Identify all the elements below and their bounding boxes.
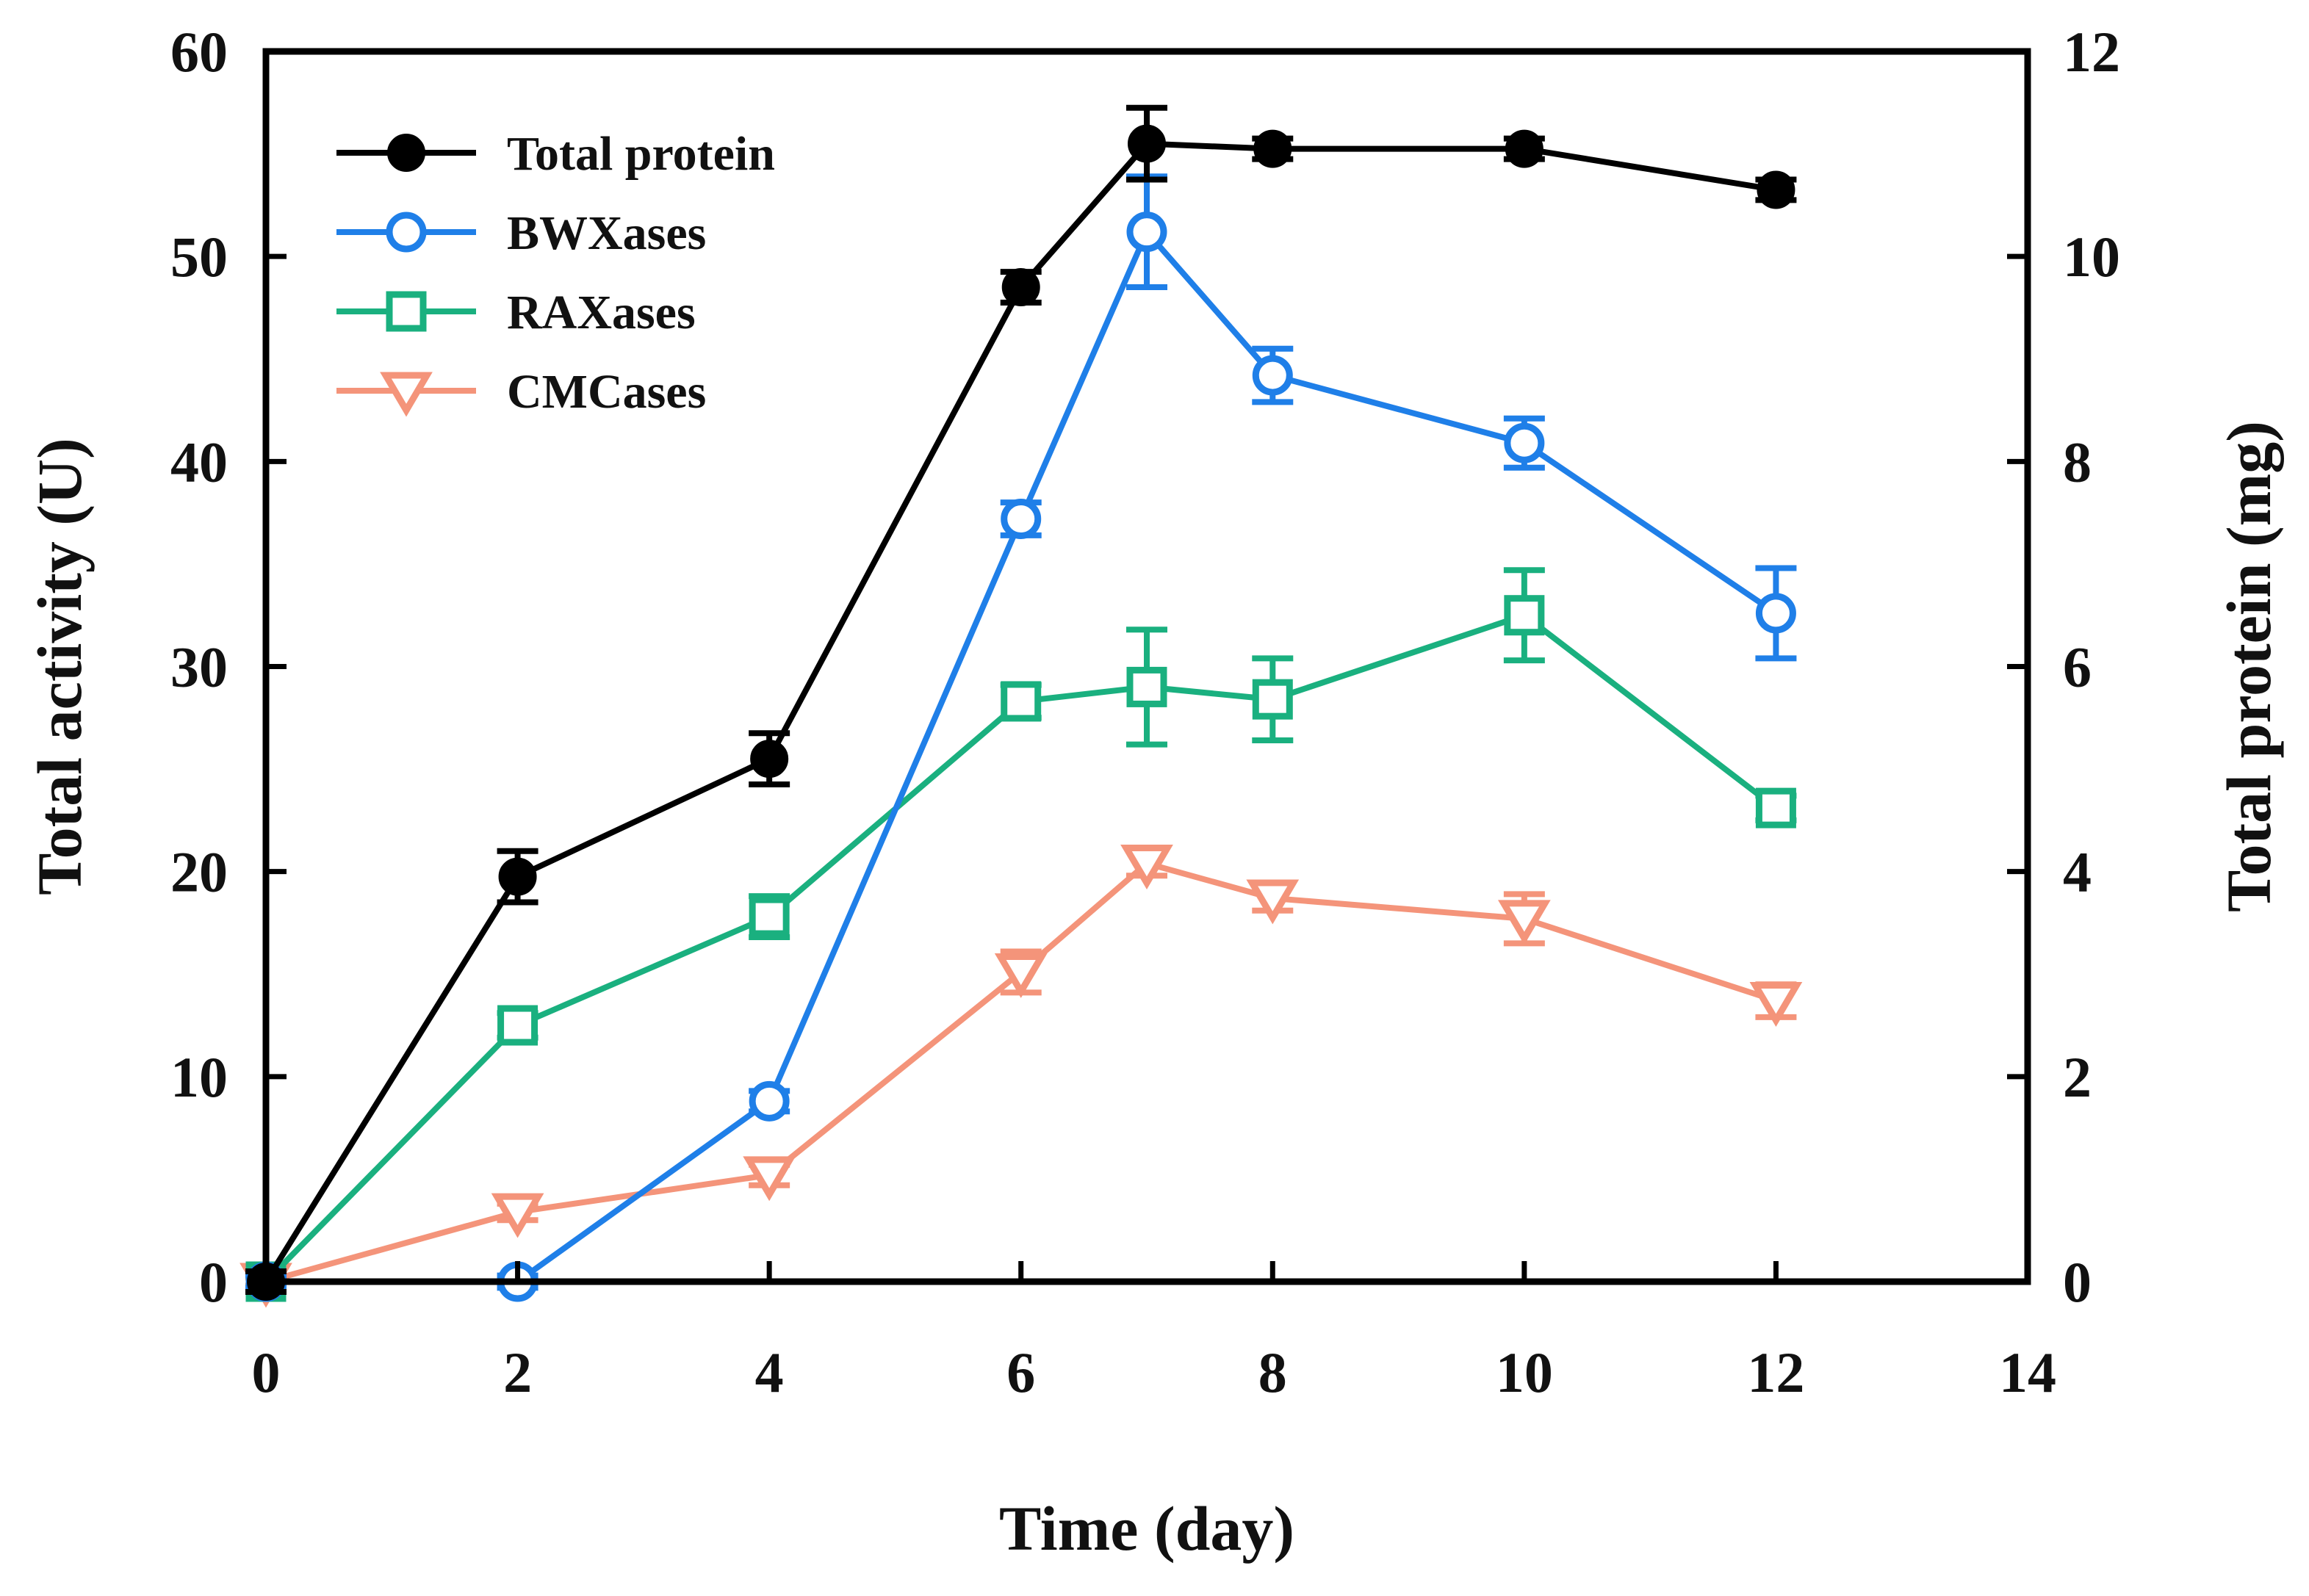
y-tick-label: 20 xyxy=(170,840,228,904)
data-point xyxy=(1253,129,1292,168)
data-point xyxy=(1749,982,1803,1028)
x-tick-label: 8 xyxy=(1258,1340,1287,1404)
y-tick-label: 60 xyxy=(170,20,228,84)
legend-label: Total protein xyxy=(507,127,775,181)
data-point xyxy=(498,857,537,896)
y2-tick-label: 2 xyxy=(2063,1045,2092,1109)
legend-label: CMCases xyxy=(507,365,706,419)
x-tick-label: 12 xyxy=(1747,1340,1804,1404)
legend: Total protein BWXases RAXases CMCases xyxy=(336,127,775,419)
data-point xyxy=(1252,679,1293,720)
y-axis-title: Total activity (U) xyxy=(24,438,95,895)
data-point xyxy=(497,1005,538,1046)
data-point xyxy=(749,896,790,937)
series-raxases xyxy=(245,567,1797,1302)
series-layer xyxy=(239,104,1803,1308)
y-tick-label: 0 xyxy=(199,1250,228,1314)
legend-label: BWXases xyxy=(507,206,706,260)
series-line xyxy=(266,228,1778,1285)
y2-tick-label: 0 xyxy=(2063,1250,2092,1314)
data-point xyxy=(1126,212,1167,253)
series-bwxases xyxy=(245,173,1797,1302)
data-point xyxy=(1246,879,1300,925)
data-point xyxy=(749,1080,790,1122)
data-point xyxy=(1504,422,1545,463)
legend-item-cmcases: CMCases xyxy=(336,365,706,419)
y2-axis-title: Total protein (mg) xyxy=(2213,421,2284,912)
data-point xyxy=(1505,129,1543,168)
data-point xyxy=(743,1156,796,1202)
data-point xyxy=(1504,595,1545,636)
data-point xyxy=(1001,499,1042,539)
series-line xyxy=(264,860,1777,1285)
legend-item-bwxases: BWXases xyxy=(336,206,706,260)
x-tick-label: 10 xyxy=(1496,1340,1553,1404)
y2-tick-label: 10 xyxy=(2063,225,2120,289)
data-point xyxy=(1126,666,1167,707)
data-point xyxy=(1252,355,1293,396)
data-point xyxy=(1757,170,1795,209)
data-point xyxy=(1120,845,1173,889)
data-point xyxy=(1755,787,1796,828)
legend-item-total-protein: Total protein xyxy=(336,127,775,181)
x-tick-label: 0 xyxy=(252,1340,281,1404)
data-point xyxy=(750,740,789,779)
legend-item-raxases: RAXases xyxy=(336,286,696,339)
data-point xyxy=(994,953,1048,998)
legend-marker xyxy=(380,372,433,417)
data-point xyxy=(1001,681,1042,722)
data-point xyxy=(491,1193,544,1238)
y2-tick-label: 6 xyxy=(2063,635,2092,699)
y-tick-label: 10 xyxy=(170,1045,228,1109)
data-point xyxy=(1128,124,1166,163)
y2-tick-label: 4 xyxy=(2063,840,2092,904)
series-cmcases xyxy=(239,845,1803,1308)
x-axis-title: Time (day) xyxy=(999,1493,1294,1564)
x-tick-label: 6 xyxy=(1006,1340,1035,1404)
y2-tick-label: 8 xyxy=(2063,430,2092,494)
legend-marker xyxy=(387,134,425,172)
series-total-protein xyxy=(245,104,1797,1301)
data-point xyxy=(1497,900,1551,945)
y-tick-label: 30 xyxy=(170,635,228,699)
legend-marker xyxy=(386,212,427,253)
y-tick-label: 50 xyxy=(170,225,228,289)
data-point xyxy=(1001,268,1040,307)
series-line xyxy=(263,140,1777,1284)
data-point xyxy=(1755,593,1796,634)
x-tick-label: 14 xyxy=(1999,1340,2056,1404)
x-tick-label: 4 xyxy=(755,1340,784,1404)
y-tick-label: 40 xyxy=(170,430,228,494)
legend-marker xyxy=(386,291,427,332)
y2-tick-label: 12 xyxy=(2063,20,2120,84)
x-tick-label: 2 xyxy=(503,1340,532,1404)
series-line xyxy=(264,612,1778,1284)
legend-label: RAXases xyxy=(507,286,696,339)
